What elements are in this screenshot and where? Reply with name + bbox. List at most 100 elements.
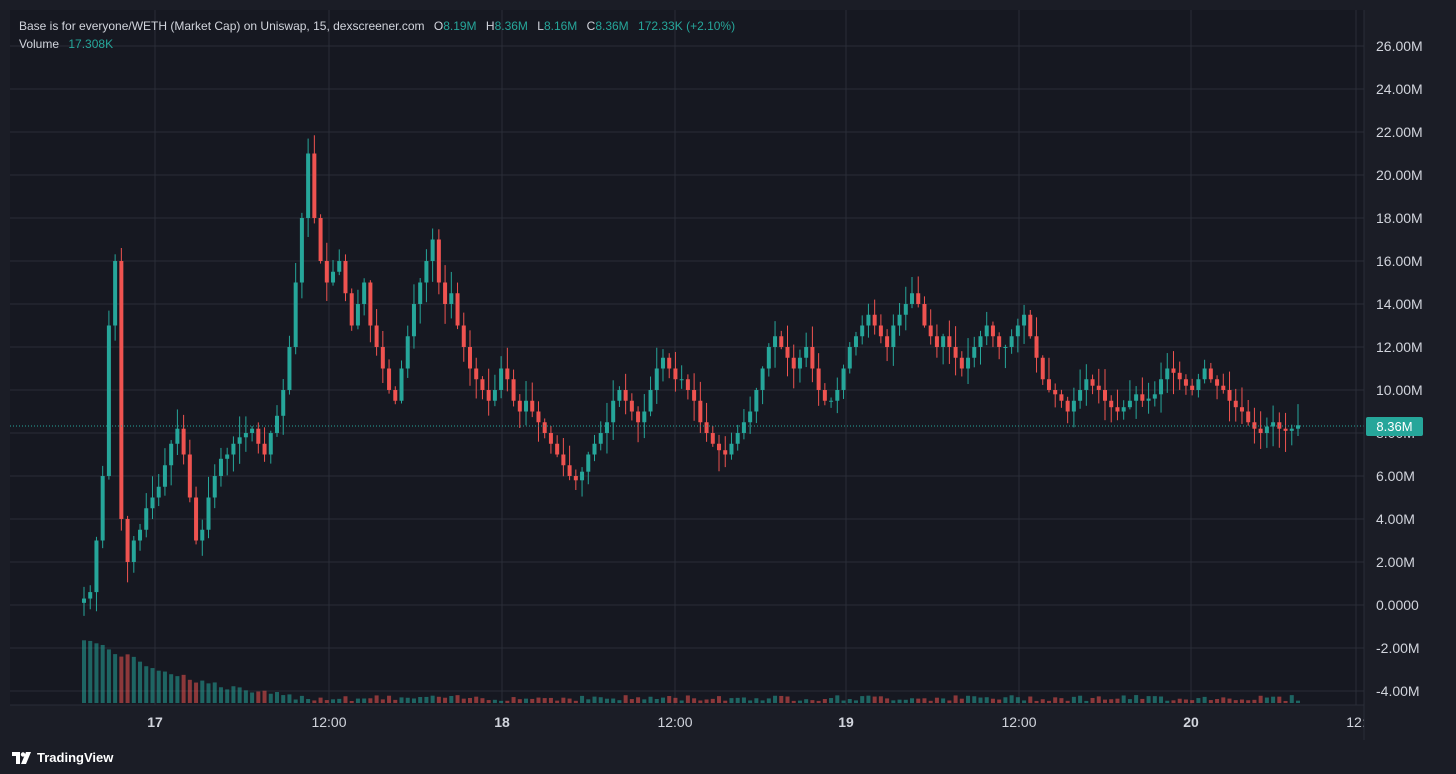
candle-body <box>1271 422 1276 427</box>
candle-body <box>754 390 759 412</box>
volume-bar <box>816 700 821 703</box>
volume-bar <box>1159 696 1164 703</box>
candle-body <box>1202 368 1207 380</box>
candle-body <box>281 390 286 416</box>
candle-body <box>306 153 311 218</box>
volume-bar <box>604 698 609 703</box>
volume-bar <box>972 696 977 703</box>
candle-body <box>131 540 136 562</box>
candle-body <box>492 390 497 401</box>
volume-bar <box>1090 697 1095 703</box>
volume-bar <box>990 698 995 703</box>
candle-body <box>1140 394 1145 401</box>
volume-bar <box>125 654 130 703</box>
grid-lines <box>10 10 1364 705</box>
candle-body <box>1034 336 1039 358</box>
candle-body <box>1046 379 1051 390</box>
volume-bar <box>598 697 603 703</box>
volume-bar <box>106 649 111 703</box>
candle-body <box>667 357 672 369</box>
candle-body <box>399 368 404 401</box>
candle-body <box>511 379 516 401</box>
volume-bar <box>978 697 983 703</box>
volume-bar <box>773 695 778 703</box>
candle-body <box>685 379 690 390</box>
candle-body <box>1096 385 1101 390</box>
candle-body <box>1065 400 1070 412</box>
volume-bar <box>231 686 236 703</box>
candle-body <box>1277 422 1282 429</box>
candle-body <box>903 304 908 315</box>
volume-bar <box>567 698 572 703</box>
candle-body <box>405 336 410 369</box>
volume-bar <box>187 679 192 703</box>
volume-bar <box>611 698 616 703</box>
candle-body <box>679 379 684 381</box>
volume-bar <box>586 699 591 703</box>
candle-body <box>1103 390 1108 401</box>
candle-body <box>243 433 248 438</box>
volume-bar <box>1127 699 1132 703</box>
volume-bar <box>1258 695 1263 703</box>
volume-bar <box>1109 699 1114 703</box>
volume-bar <box>88 640 93 703</box>
price-tick-label: 26.00M <box>1376 38 1423 54</box>
volume-bar <box>667 696 672 703</box>
candle-body <box>804 347 809 358</box>
high-value: 8.36M <box>494 19 528 33</box>
volume-bar <box>1227 698 1232 703</box>
candle-body <box>885 336 890 347</box>
close-label: C <box>586 19 596 33</box>
candle-body <box>362 282 367 304</box>
volume-bar <box>548 697 553 703</box>
volume-bar <box>941 698 946 703</box>
volume-bar <box>1165 700 1170 703</box>
candle-body <box>611 400 616 423</box>
candle-body <box>181 428 186 455</box>
tradingview-logo[interactable]: TradingView <box>12 750 113 765</box>
candle-body <box>250 428 255 433</box>
candle-body <box>648 390 653 412</box>
time-axis[interactable]: 17 12:00 18 12:00 19 12:00 20 12: <box>147 714 1366 730</box>
volume-bar <box>113 654 118 703</box>
volume-bar <box>162 671 167 703</box>
candle-body <box>1264 426 1269 433</box>
volume-bar <box>754 698 759 703</box>
candle-body <box>1022 314 1027 326</box>
volume-bar <box>138 661 143 703</box>
candle-body <box>941 336 946 347</box>
volume-bar <box>1071 696 1076 703</box>
candle-body <box>1078 390 1083 401</box>
volume-bar <box>841 700 846 703</box>
candles <box>82 135 1300 616</box>
volume-bar <box>467 697 472 703</box>
close-value: 8.36M <box>595 19 629 33</box>
volume-bar <box>735 697 740 703</box>
price-tick-label: 24.00M <box>1376 81 1423 97</box>
volume-bar <box>499 700 504 703</box>
time-tick-label: 12:00 <box>657 714 692 730</box>
volume-bar <box>181 674 186 703</box>
candle-body <box>810 347 815 369</box>
candle-body <box>860 325 865 337</box>
candle-body <box>1090 379 1095 386</box>
candle-body <box>953 347 958 358</box>
volume-bar <box>1034 700 1039 703</box>
volume-bar <box>1264 697 1269 703</box>
volume-bar <box>910 698 915 703</box>
volume-bar <box>1146 696 1151 703</box>
volume-bar <box>710 698 715 703</box>
price-tick-label: 18.00M <box>1376 210 1423 226</box>
candle-body <box>710 433 715 444</box>
volume-bar <box>1221 697 1226 703</box>
candle-body <box>997 336 1002 347</box>
candle-body <box>318 218 323 261</box>
volume-bar <box>636 697 641 703</box>
candle-body <box>1196 379 1201 390</box>
candle-body <box>206 497 211 530</box>
candle-body <box>542 422 547 433</box>
candle-body <box>990 325 995 337</box>
candle-body <box>138 529 143 541</box>
time-tick-label: 19 <box>838 714 854 730</box>
